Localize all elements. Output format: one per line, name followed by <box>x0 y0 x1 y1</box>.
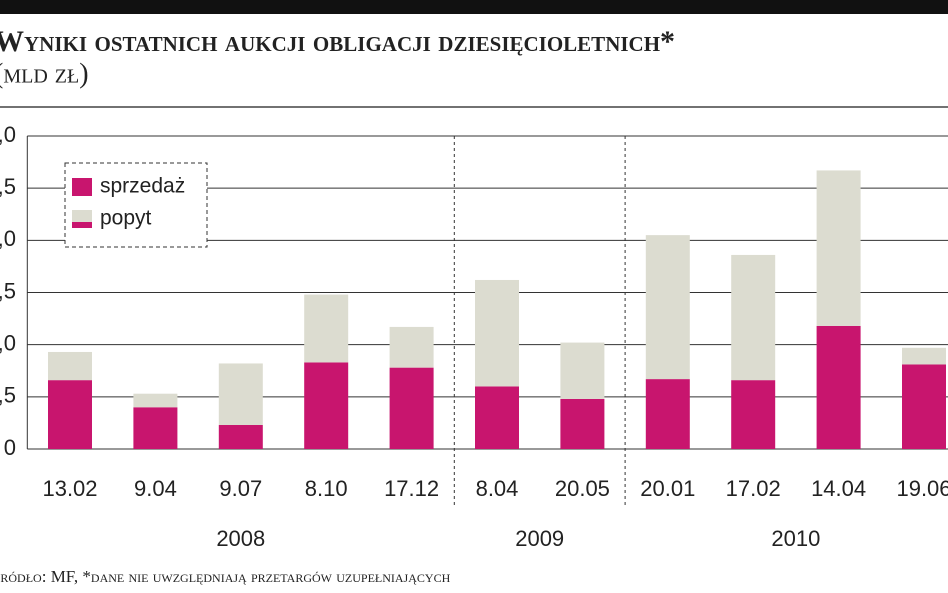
bar-segment <box>475 386 519 449</box>
legend-swatch-base <box>72 222 92 228</box>
x-tick-label: 13.02 <box>42 476 97 501</box>
chart-title: Wyniki ostatnich aukcji obligacji dziesi… <box>0 25 675 58</box>
y-tick-label: 2,5 <box>0 174 16 199</box>
y-tick-label: 0,5 <box>0 383 16 408</box>
source-note: Źródło: MF, *dane nie uwzględniają przet… <box>0 567 451 586</box>
bar-segment <box>133 393 178 408</box>
bar-segment <box>304 362 349 449</box>
y-tick-label: 1,5 <box>0 278 16 303</box>
bar-segment <box>389 367 434 449</box>
bar-segment <box>902 364 946 449</box>
x-tick-label: 20.05 <box>555 476 610 501</box>
x-tick-label: 19.06 <box>896 476 948 501</box>
bar-segment <box>816 325 861 449</box>
bar-segment <box>218 425 263 449</box>
x-tick-label: 14.04 <box>811 476 866 501</box>
bar-segment <box>48 351 92 381</box>
group-label: 2008 <box>216 526 265 551</box>
bar-segment <box>218 363 263 426</box>
x-tick-label: 8.10 <box>305 476 348 501</box>
x-tick-label: 8.04 <box>476 476 519 501</box>
y-tick-label: 3,0 <box>0 122 16 147</box>
bar-segment <box>48 380 92 449</box>
legend-label: sprzedaż <box>100 175 185 198</box>
bar-segment <box>645 379 690 449</box>
legend-box <box>64 162 208 248</box>
bar-segment <box>133 407 178 449</box>
bar-segment <box>731 254 776 381</box>
bar-segment <box>304 294 349 363</box>
bar-segment <box>560 342 605 399</box>
top-band <box>0 0 948 14</box>
legend-swatch <box>72 178 92 196</box>
y-tick-label: 2,0 <box>0 226 16 251</box>
x-tick-label: 17.02 <box>726 476 781 501</box>
x-tick-label: 17.12 <box>384 476 439 501</box>
group-label: 2010 <box>771 526 820 551</box>
group-label: 2009 <box>515 526 564 551</box>
bar-segment <box>475 279 519 387</box>
y-tick-label: 0 <box>4 435 16 460</box>
x-tick-label: 9.04 <box>134 476 177 501</box>
bar-segment <box>645 235 690 380</box>
y-tick-label: 1,0 <box>0 330 16 355</box>
x-tick-label: 9.07 <box>219 476 262 501</box>
chart-subtitle: (mld zł) <box>0 58 89 89</box>
bar-segment <box>902 347 946 365</box>
x-tick-label: 20.01 <box>640 476 695 501</box>
bar-segment <box>816 170 861 326</box>
legend-label: popyt <box>100 207 152 230</box>
bar-segment <box>560 398 605 449</box>
bar-segment <box>731 380 776 449</box>
bar-segment <box>389 326 434 368</box>
